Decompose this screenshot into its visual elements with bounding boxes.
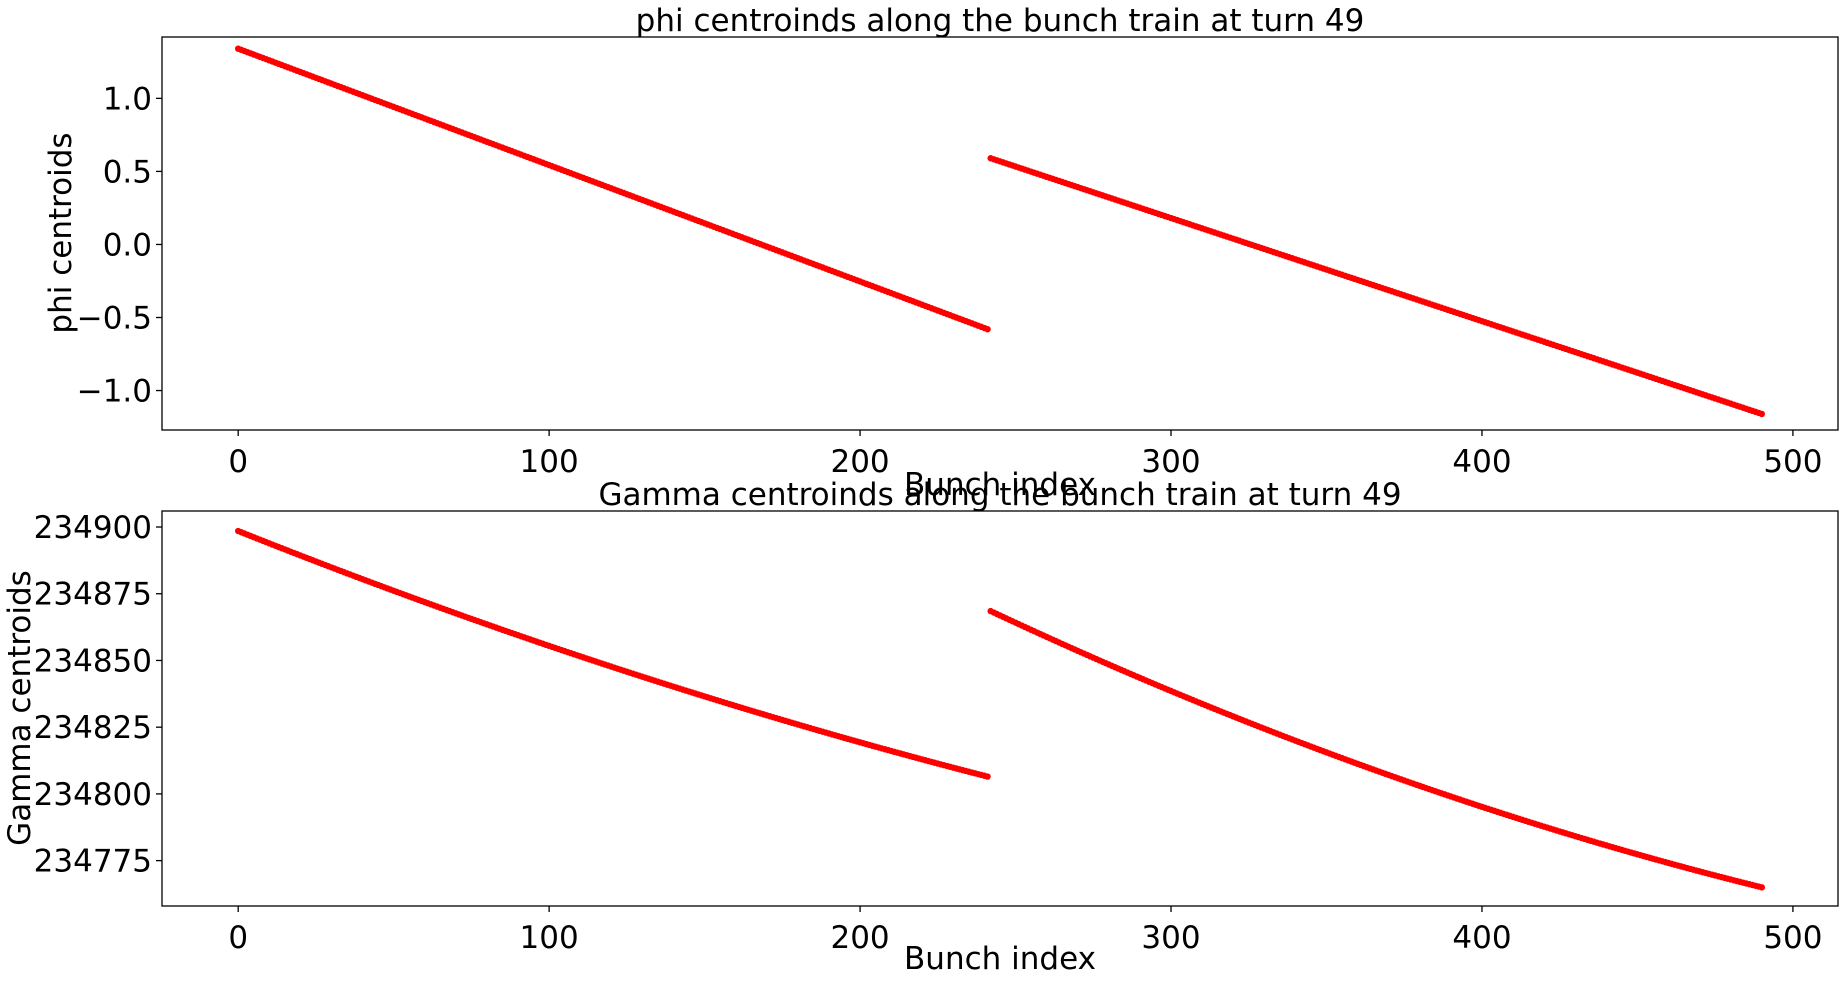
phi-y-tick-label: −0.5: [77, 301, 152, 337]
phi-x-tick-label: 300: [1141, 444, 1200, 480]
phi-y-tick-label: −1.0: [77, 374, 152, 410]
phi-y-tick-label: 1.0: [103, 81, 152, 117]
gamma-y-axis: 234775 234800 234825 234850 234875 234900: [34, 510, 162, 880]
gamma-x-axis: 0 100 200 300 400 500: [228, 906, 1822, 956]
gamma-x-tick-label: 100: [520, 920, 579, 956]
gamma-y-tick-label: 234775: [34, 844, 152, 880]
gamma-y-tick-label: 234850: [34, 643, 152, 679]
gamma-x-tick-label: 400: [1452, 920, 1511, 956]
gamma-y-tick-label: 234875: [34, 577, 152, 613]
gamma-data-points: [234, 527, 1766, 891]
gamma-x-axis-label: Bunch index: [904, 941, 1096, 977]
phi-x-axis-label: Bunch index: [904, 467, 1096, 503]
phi-chart: 0 100 200 300 400 500 −1.0 −0.5 0.0 0.5 1.0 phi c…: [43, 3, 1839, 503]
phi-y-tick-label: 0.5: [103, 154, 152, 190]
gamma-y-tick-label: 234900: [34, 510, 152, 546]
phi-x-tick-label: 500: [1763, 444, 1822, 480]
gamma-x-tick-label: 200: [830, 920, 889, 956]
gamma-x-tick-label: 300: [1141, 920, 1200, 956]
phi-x-tick-label: 400: [1452, 444, 1511, 480]
phi-y-tick-label: 0.0: [103, 227, 152, 263]
gamma-y-tick-label: 234800: [34, 777, 152, 813]
gamma-x-tick-label: 0: [228, 920, 248, 956]
phi-chart-title: phi centroinds along the bunch train at …: [636, 3, 1365, 39]
phi-x-tick-label: 100: [520, 444, 579, 480]
gamma-chart-title: Gamma centroinds along the bunch train a…: [598, 477, 1401, 513]
phi-y-axis-label: phi centroids: [43, 132, 79, 333]
gamma-data-point: [1758, 884, 1766, 891]
phi-x-axis: 0 100 200 300 400 500: [228, 430, 1822, 480]
gamma-x-tick-label: 500: [1763, 920, 1822, 956]
phi-data-points: [234, 45, 1766, 418]
gamma-plot-frame: [161, 510, 1839, 907]
gamma-data-point: [984, 773, 991, 780]
gamma-chart: 0 100 200 300 400 500 234775 234800 234825 23485…: [2, 477, 1839, 977]
phi-data-point: [984, 325, 991, 333]
phi-data-point: [1758, 410, 1766, 418]
phi-x-tick-label: 0: [228, 444, 248, 480]
gamma-y-tick-label: 234825: [34, 710, 152, 746]
phi-x-tick-label: 200: [830, 444, 889, 480]
phi-plot-frame: [161, 36, 1839, 431]
phi-y-axis: −1.0 −0.5 0.0 0.5 1.0: [77, 81, 162, 410]
gamma-y-axis-label: Gamma centroids: [2, 570, 38, 846]
